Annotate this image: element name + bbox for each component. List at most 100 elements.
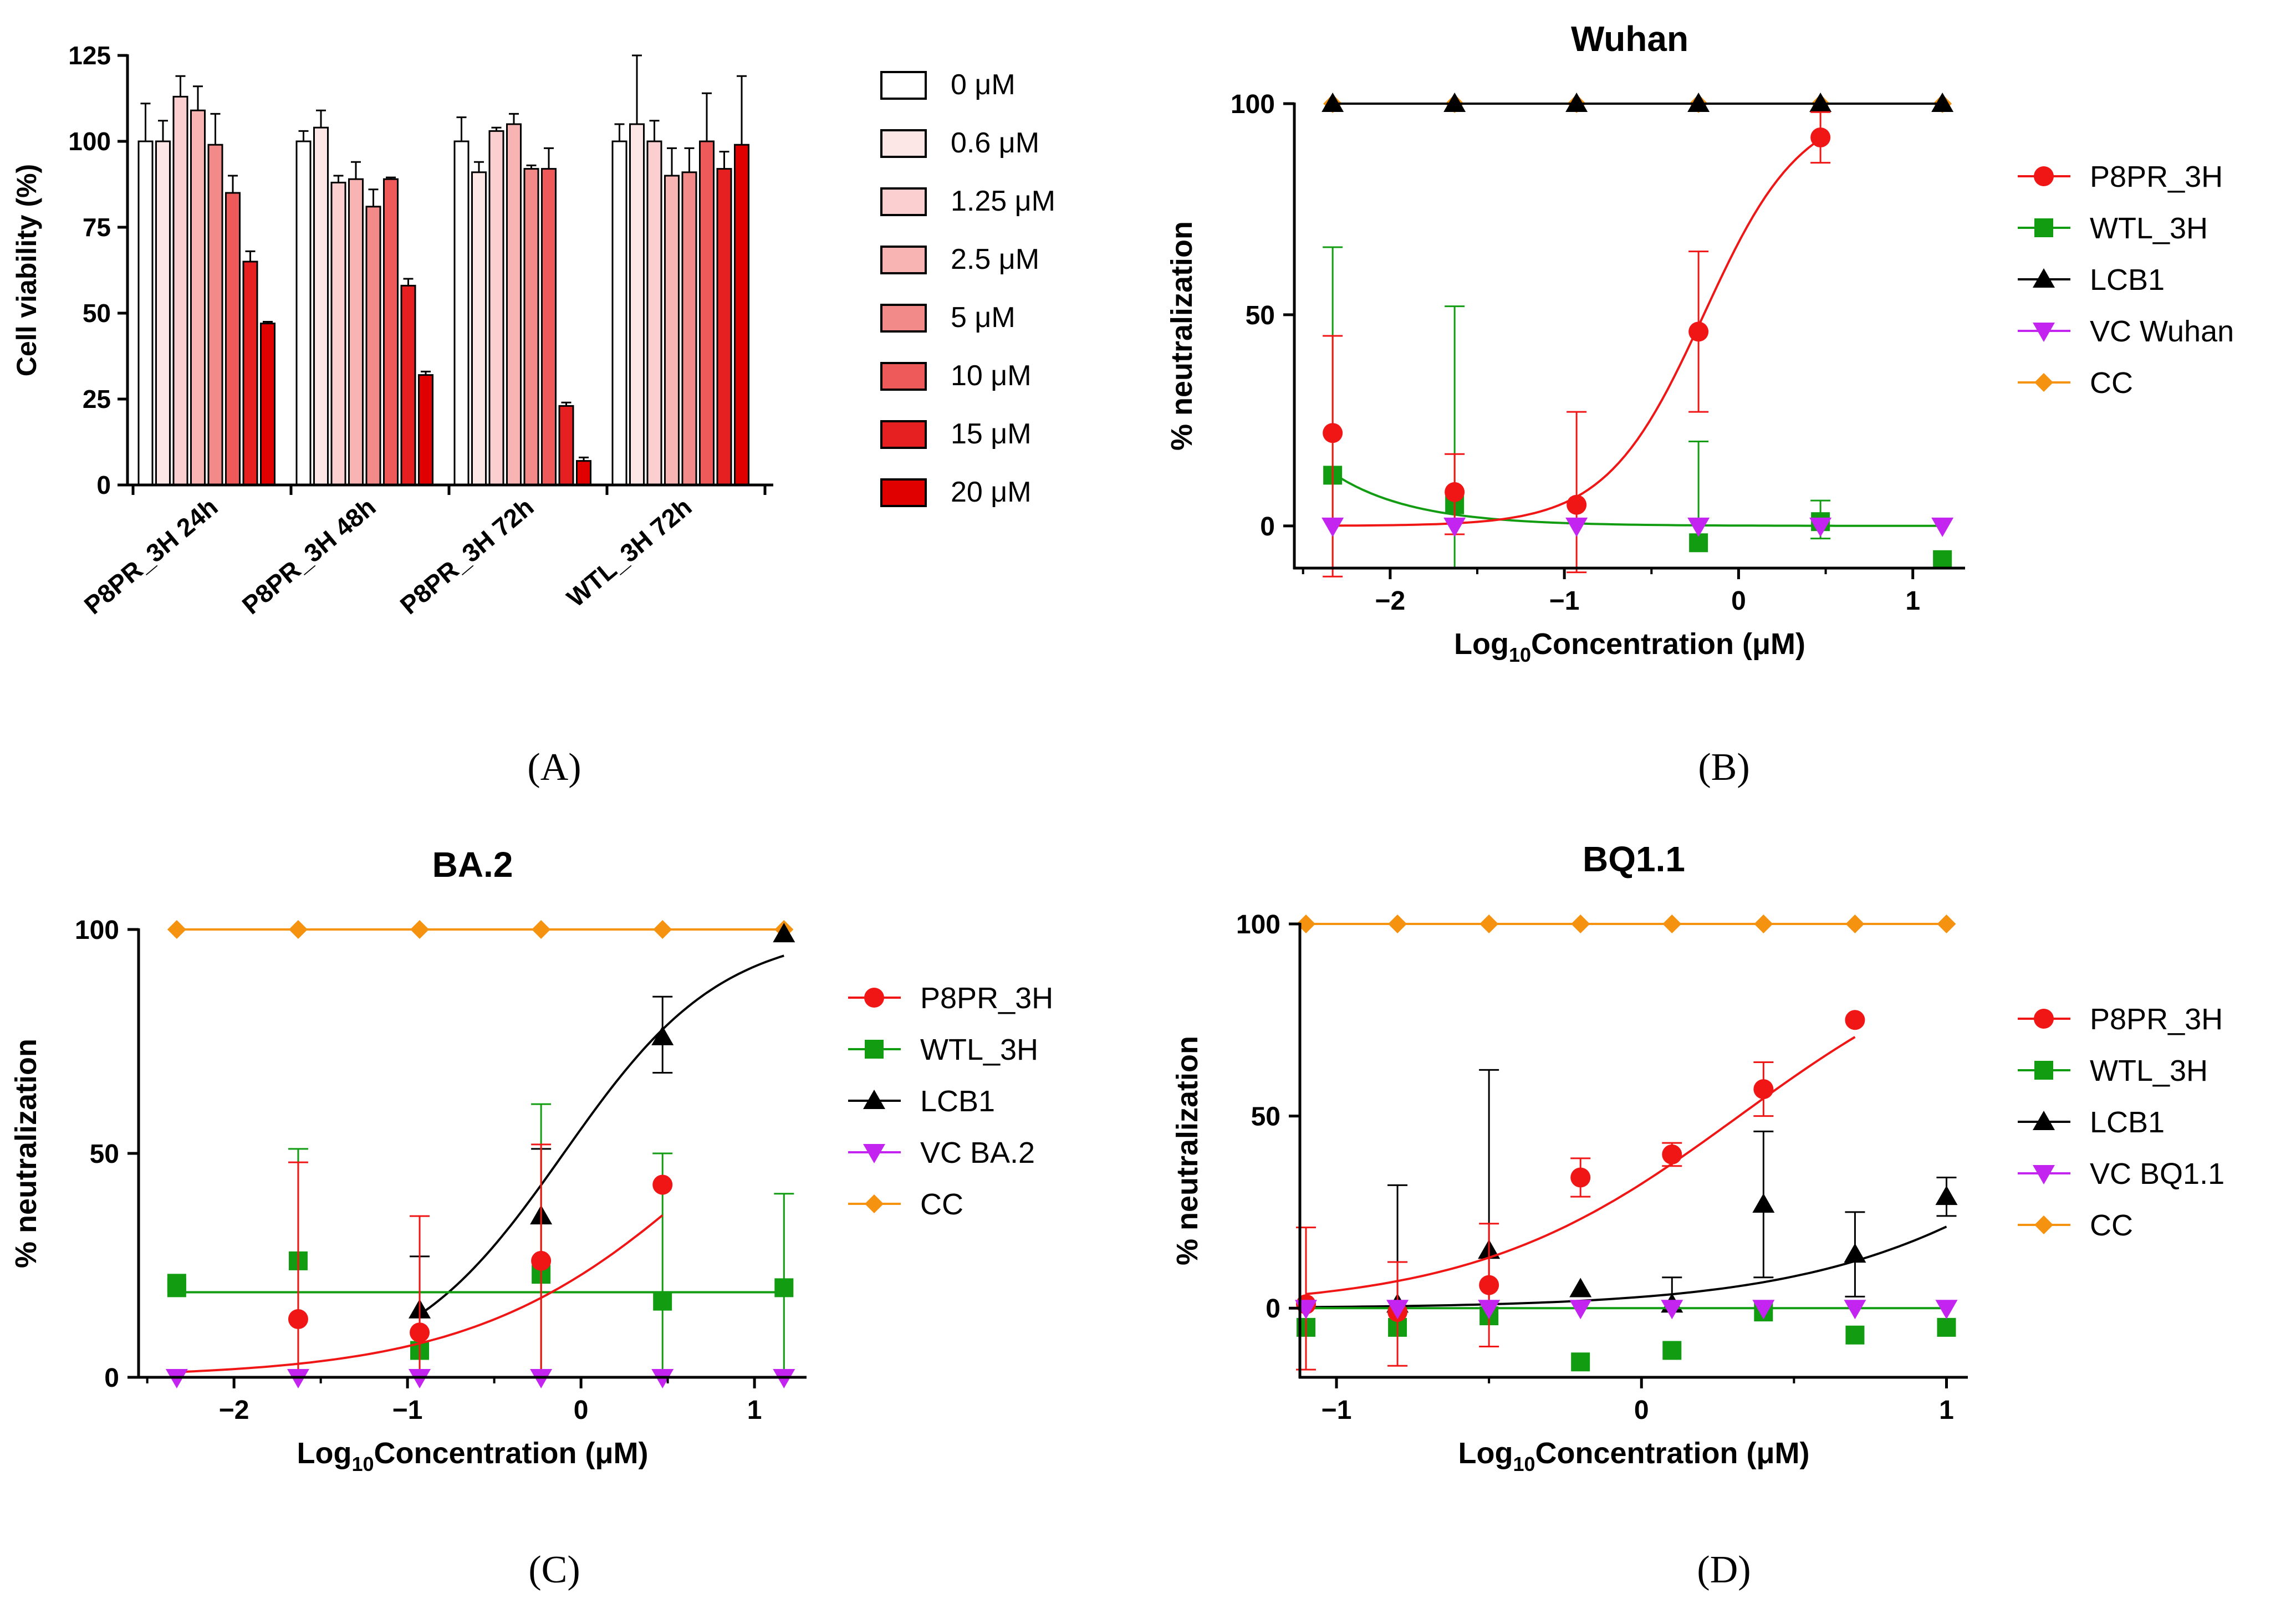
data-point [1322,93,1344,112]
data-point [1845,1325,1865,1345]
bar [488,130,504,486]
series-lcb1 [1305,1069,1958,1313]
bar [190,109,206,486]
data-point [1933,550,1952,569]
y-tick-label: 100 [68,127,111,156]
fit-curve [419,954,784,1316]
legend-swatch [880,246,927,274]
bar [330,181,346,486]
legend-item: CC [2018,1209,2133,1242]
data-point [1322,517,1344,537]
legend-label: 0 μM [951,69,1016,101]
data-point [1687,517,1710,537]
series-wtl-3h [167,1103,794,1378]
y-tick-label: 0 [104,1363,119,1393]
legend-swatch [880,71,927,100]
data-point [167,1278,186,1297]
data-point [1565,517,1588,537]
series-cc [167,920,794,939]
x-tick-label: −1 [1549,586,1580,616]
data-point [1478,1300,1501,1320]
legend-label: WTL_3H [2090,1054,2208,1087]
legend-swatch [880,304,927,333]
y-axis-label: % neutralization [1165,221,1198,451]
x-tick-label: −2 [219,1396,249,1425]
legend-label: 1.25 μM [951,185,1055,217]
bar [155,140,171,486]
panel-label-d: (D) [1697,1549,1751,1591]
data-point [288,920,308,939]
x-axis-label: Log10Concentration (μM) [1454,627,1805,666]
y-tick-label: 0 [1260,512,1275,541]
data-point [1754,915,1773,933]
bar [558,405,574,486]
data-point [1569,1300,1592,1320]
x-axis-label: Log10Concentration (μM) [1458,1437,1809,1475]
series-lcb1 [1322,93,1954,112]
data-point [1323,423,1343,443]
data-point [1569,1278,1592,1297]
data-point [1844,1300,1866,1320]
x-tick-label: P8PR_3H 24h [79,492,223,620]
legend-label: CC [2090,366,2133,400]
y-tick-label: 100 [75,916,119,945]
data-point [1935,1186,1958,1205]
chart-title: BA.2 [432,845,513,885]
y-tick-label: 125 [68,41,111,70]
data-point [1662,915,1682,933]
y-tick-label: 50 [83,299,111,328]
bar [576,460,591,486]
data-point [1752,1300,1775,1320]
data-point [652,1174,673,1195]
legend-item: VC BA.2 [848,1136,1035,1169]
data-point [1937,1317,1956,1337]
data-point [1688,321,1709,342]
legend-label: WTL_3H [2090,212,2208,245]
data-point [1935,1300,1958,1320]
data-point [1386,1300,1409,1320]
legend-item: CC [848,1188,963,1221]
x-tick-label: −1 [1322,1396,1352,1425]
bar [365,206,381,486]
panel-c-chart: BA.2 0 50 100 −2 −1 0 1 Log10Concentration (μM)%… [9,845,1053,1475]
panel-label-c: (C) [528,1549,580,1591]
series-cc [1297,915,1956,933]
data-point [651,1025,674,1045]
legend-item: LCB1 [848,1085,995,1118]
panel-label-b: (B) [1698,746,1749,789]
legend-label: LCB1 [2090,1106,2165,1139]
legend-marker [2034,166,2054,186]
x-axis-label: Log10Concentration (μM) [297,1437,648,1475]
legend-marker [863,1090,885,1109]
data-point [532,920,551,939]
panel-b-chart: Wuhan 0 50 100 −2 −1 0 1 Log10Concentration (μM)… [1165,19,2234,666]
data-point [167,920,186,939]
data-point [1845,1010,1865,1030]
legend-item: CC [2018,366,2133,400]
data-point [1810,127,1831,147]
bar [611,140,627,486]
legend-label: WTL_3H [920,1033,1038,1066]
chart-title: Wuhan [1571,19,1688,59]
bar [172,95,188,486]
data-point [1443,93,1466,112]
legend-marker [863,1144,885,1163]
bar [313,126,329,486]
data-point [1388,915,1407,933]
data-point [1931,517,1954,537]
series-lcb1 [409,923,795,1378]
legend-label: 0.6 μM [951,127,1039,159]
series-p8pr-3h [1323,111,1831,578]
data-point [1809,93,1832,112]
panel-d-chart: BQ1.1 0 50 100 −1 0 1 Log10Concentration (μM) % … [1171,839,2224,1475]
legend-label: VC BA.2 [920,1136,1035,1169]
y-tick-label: 25 [83,385,111,413]
data-point [1752,1193,1775,1213]
bar [383,178,399,486]
data-point [1753,1079,1774,1100]
data-point [1571,915,1590,933]
legend-marker [2034,1009,2054,1029]
legend-marker [2034,373,2053,392]
bar [646,140,662,486]
